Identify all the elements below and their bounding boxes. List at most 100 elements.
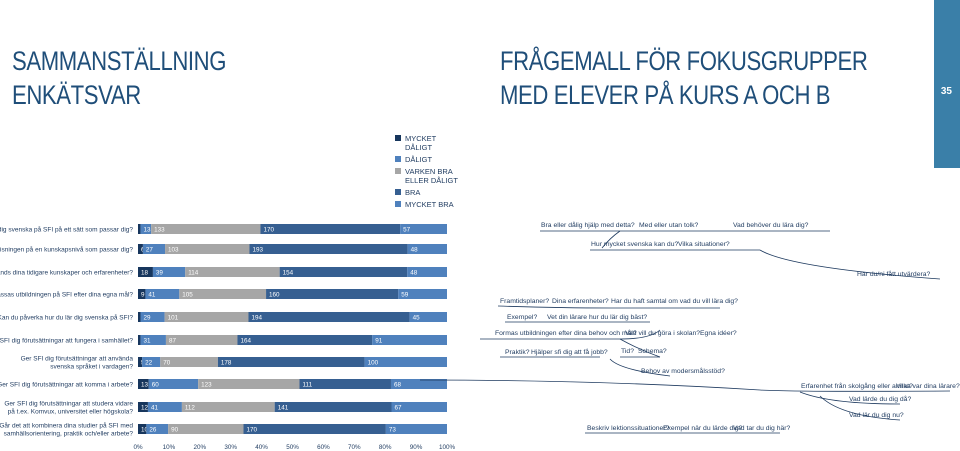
- right-title-line-1: FRÅGEMALL FÖR FOKUSGRUPPER: [500, 46, 868, 76]
- x-tick-label: 60%: [317, 444, 330, 451]
- bar-segment: [364, 357, 447, 367]
- category-label: svenska språket i vardagen?: [50, 362, 133, 370]
- right-title: FRÅGEMALL FÖR FOKUSGRUPPER MED ELEVER PÅ…: [500, 44, 868, 112]
- category-label: på t.ex. Komvux, universitet eller högsk…: [8, 407, 134, 415]
- x-tick-label: 10%: [163, 444, 176, 451]
- mindmap-note: Erfarenhet från skolgång eller annat?: [801, 383, 913, 390]
- category-label: Är undervisningen på en kunskapsnivå som…: [0, 245, 133, 253]
- category-label: samhällsorientering, praktik och/eller a…: [4, 430, 134, 437]
- bar-segment: [385, 424, 447, 434]
- bar-value-label: 60: [152, 381, 160, 388]
- bar-value-label: 26: [149, 426, 157, 433]
- mindmap-note: Har du haft samtal om vad du vill lära d…: [611, 298, 738, 305]
- bar-value-label: 10: [141, 426, 149, 433]
- bar-segment: [249, 244, 408, 254]
- bar-value-label: 141: [278, 404, 289, 411]
- bar-value-label: 111: [303, 381, 313, 388]
- x-tick-label: 0%: [133, 444, 143, 451]
- legend-swatch: [395, 201, 401, 207]
- bar-value-label: 70: [163, 359, 171, 366]
- bar-value-label: 194: [251, 314, 262, 321]
- bar-value-label: 48: [410, 269, 418, 276]
- bar-segment: [138, 357, 143, 367]
- bar-value-label: 170: [247, 426, 258, 433]
- x-tick-label: 80%: [379, 444, 392, 451]
- bar-value-label: 13: [141, 381, 149, 388]
- category-label: Lär du dig svenska på SFI på ett sätt so…: [0, 225, 133, 233]
- bar-segment: [391, 402, 447, 412]
- bar-value-label: 178: [221, 359, 232, 366]
- x-tick-label: 100%: [439, 444, 456, 451]
- x-tick-label: 50%: [286, 444, 299, 451]
- bar-segment: [138, 289, 146, 299]
- legend-label: MYCKET BRA: [405, 200, 454, 209]
- x-tick-label: 40%: [255, 444, 268, 451]
- bar-segment: [372, 335, 447, 345]
- bar-segment: [138, 424, 147, 434]
- x-tick-label: 70%: [348, 444, 361, 451]
- category-label: Ger SFI dig förutsättningar att använda: [21, 355, 134, 362]
- mindmap-note: Exempel när du lärde dig?: [663, 425, 743, 432]
- bar-segment: [165, 244, 250, 254]
- bar-value-label: 123: [201, 381, 212, 388]
- mindmap-note: Vad tar du dig här?: [733, 425, 791, 432]
- bar-segment: [147, 402, 182, 412]
- mindmap-note: Framtidsplaner?: [500, 298, 550, 305]
- bar-value-label: 41: [148, 291, 156, 298]
- bar-segment: [138, 335, 141, 345]
- mindmap-note: Med eller utan tolk?: [639, 222, 699, 229]
- category-label: Kan du påverka hur du lär dig svenska på…: [0, 313, 133, 321]
- bar-segment: [152, 267, 186, 277]
- legend-label: BRA: [405, 188, 421, 197]
- bar-segment: [248, 312, 410, 322]
- bar-segment: [146, 424, 169, 434]
- mindmap-note: Bra eller dålig hjälp med detta?: [541, 222, 635, 229]
- mindmap-note: Vad lärde du dig då?: [849, 396, 912, 403]
- legend-swatch: [395, 168, 401, 174]
- bar-segment: [138, 312, 141, 322]
- bar-segment: [179, 289, 267, 299]
- category-label: Ger SFI dig förutsättningar att komma i …: [0, 381, 133, 388]
- bar-segment: [279, 267, 408, 277]
- bar-segment: [185, 267, 280, 277]
- mindmap-note: Hur mycket svenska kan du?: [591, 241, 679, 248]
- mindmap-note: Vad lär du dig nu?: [849, 412, 904, 419]
- bar-segment: [145, 289, 180, 299]
- bar-segment: [390, 379, 447, 389]
- mindmap-note: Vilka var dina lärare?: [896, 383, 960, 390]
- mindmap-note: Vad vill du göra i skolan?: [625, 330, 701, 337]
- bar-value-label: 100: [368, 359, 379, 366]
- mindmap-note: Tid?: [621, 348, 634, 355]
- mindmap-note: Egna idéer?: [700, 330, 737, 337]
- bar-segment: [140, 312, 165, 322]
- x-tick-label: 30%: [224, 444, 237, 451]
- bar-value-label: 68: [394, 381, 402, 388]
- bar-segment: [142, 244, 166, 254]
- page-number: 35: [940, 86, 952, 97]
- bar-segment: [237, 335, 373, 345]
- legend-label: MYCKET DÅLIGT: [405, 134, 437, 152]
- bar-value-label: 18: [141, 269, 149, 276]
- bar-value-label: 160: [269, 291, 280, 298]
- legend-swatch: [395, 189, 401, 195]
- bar-segment: [217, 357, 365, 367]
- bar-value-label: 31: [143, 337, 151, 344]
- bar-segment: [138, 402, 148, 412]
- bar-segment: [400, 224, 447, 234]
- bar-segment: [140, 335, 166, 345]
- mindmap-note: Formas utbildningen efter dina behov och…: [495, 330, 637, 337]
- mindmap-note: Praktik?: [505, 349, 530, 356]
- bar-value-label: 133: [154, 226, 165, 233]
- bar-value-label: 13: [143, 226, 151, 233]
- legend-item: MYCKET BRA: [395, 200, 465, 209]
- bar-value-label: 112: [185, 404, 196, 411]
- legend-label: DÅLIGT: [405, 155, 433, 164]
- bar-value-label: 103: [168, 246, 179, 253]
- legend-swatch: [395, 156, 401, 162]
- mindmap-note: Har du/ni fått utvärdera?: [857, 271, 931, 278]
- bar-value-label: 90: [171, 426, 179, 433]
- bar-value-label: 59: [401, 291, 409, 298]
- category-label: Ger SFI dig förutsättningar att studera …: [4, 400, 133, 407]
- legend-item: VARKEN BRA ELLER DÅLIGT: [395, 167, 465, 185]
- mindmap-note: Exempel?: [507, 314, 538, 321]
